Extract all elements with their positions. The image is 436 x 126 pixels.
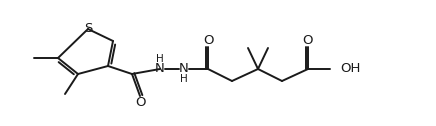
Text: H: H (156, 54, 164, 64)
Text: S: S (84, 22, 92, 35)
Text: O: O (135, 97, 145, 109)
Text: H: H (180, 74, 188, 84)
Text: OH: OH (340, 62, 361, 75)
Text: N: N (179, 62, 189, 75)
Text: N: N (155, 62, 165, 75)
Text: O: O (203, 34, 213, 46)
Text: O: O (302, 34, 312, 46)
